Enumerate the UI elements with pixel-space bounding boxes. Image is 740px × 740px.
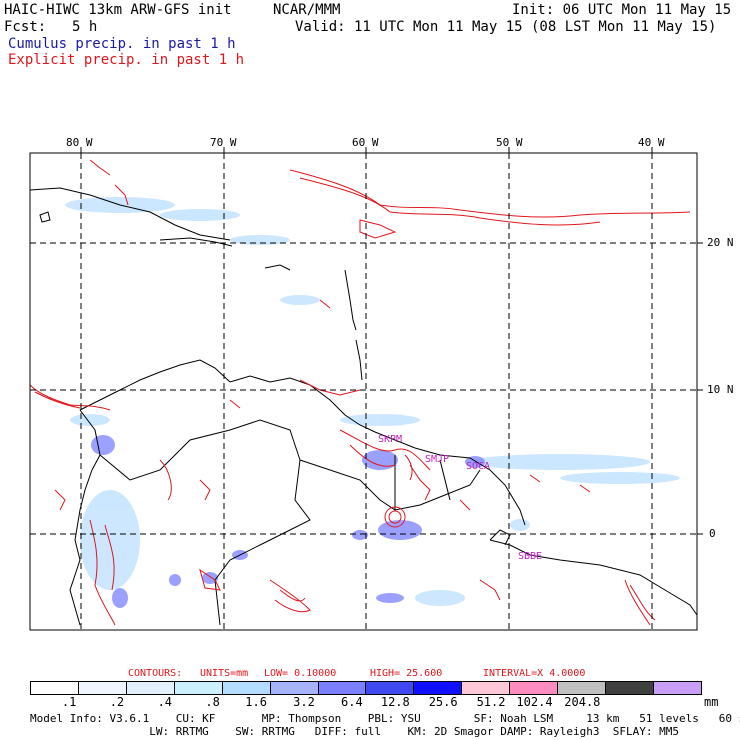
legend-unit: mm xyxy=(704,695,719,709)
forecast-hour: 5 h xyxy=(72,19,98,35)
legend-swatch xyxy=(365,682,414,694)
model-title: HAIC-HIWC 13km ARW-GFS init xyxy=(4,2,232,18)
explicit-precip-contours xyxy=(29,159,691,626)
cumulus-precip-label: Cumulus precip. in past 1 h xyxy=(8,36,236,52)
contour-interval: INTERVAL=X 4.0000 xyxy=(483,668,586,679)
lon-label-60w: 60 W xyxy=(352,136,379,149)
lat-label-10n: 10 N xyxy=(707,383,734,396)
lon-label-40w: 40 W xyxy=(638,136,665,149)
legend-swatch xyxy=(173,682,222,694)
legend-swatch xyxy=(509,682,558,694)
legend-swatch xyxy=(461,682,510,694)
legend-tick-label: 204.8 xyxy=(564,695,601,709)
model-info-line1: Model Info: V3.6.1 CU: KF MP: Thompson P… xyxy=(30,712,740,725)
station-label-smjp: SMJP xyxy=(425,454,450,465)
axis-ticks xyxy=(80,147,703,535)
legend-tick-label: 102.4 xyxy=(516,695,553,709)
legend-swatch xyxy=(125,682,174,694)
lon-label-50w: 50 W xyxy=(496,136,523,149)
legend-swatch xyxy=(413,682,462,694)
legend-labels: .1 .2 .4 .8 1.6 3.2 6.4 12.8 25.6 51.2 102.4 204.8 xyxy=(30,695,700,709)
legend-swatch xyxy=(77,682,126,694)
legend-swatch xyxy=(31,682,78,694)
lon-label-70w: 70 W xyxy=(210,136,237,149)
valid-time: Valid: 11 UTC Mon 11 May 15 (08 LST Mon … xyxy=(295,19,717,35)
legend-swatch xyxy=(557,682,606,694)
legend-tick-label: 6.4 xyxy=(341,695,363,709)
init-time: Init: 06 UTC Mon 11 May 15 xyxy=(512,2,732,18)
cumulus-precip-light xyxy=(65,197,680,606)
legend-tick-label: .1 xyxy=(61,695,77,709)
plot-frame xyxy=(29,152,698,631)
color-legend xyxy=(30,681,702,695)
legend-tick-label: .4 xyxy=(157,695,173,709)
contour-units: UNITS=mm xyxy=(200,668,249,679)
legend-swatch xyxy=(317,682,366,694)
legend-swatch xyxy=(652,682,701,694)
lat-lon-grid xyxy=(30,153,697,630)
forecast-label: Fcst: xyxy=(4,19,47,35)
station-label-skpm: SKPM xyxy=(378,434,403,445)
station-label-sbbe: SBBE xyxy=(518,551,543,562)
legend-tick-label: 12.8 xyxy=(380,695,410,709)
contour-label: CONTOURS: xyxy=(128,668,183,679)
legend-tick-label: 1.6 xyxy=(245,695,267,709)
contour-high: HIGH= 25.600 xyxy=(370,668,443,679)
station-label-soca: SOCA xyxy=(466,461,491,472)
model-info-line2: LW: RRTMG SW: RRTMG DIFF: full KM: 2D Sm… xyxy=(30,725,680,738)
org-label: NCAR/MMM xyxy=(273,2,341,18)
legend-swatch xyxy=(221,682,270,694)
explicit-precip-label: Explicit precip. in past 1 h xyxy=(8,52,245,68)
lat-label-eq: 0 xyxy=(709,527,716,540)
contour-low: LOW= 0.10000 xyxy=(264,668,337,679)
legend-tick-label: 3.2 xyxy=(293,695,315,709)
lon-label-80w: 80 W xyxy=(66,136,93,149)
legend-tick-label: 51.2 xyxy=(476,695,506,709)
lat-label-20n: 20 N xyxy=(707,236,734,249)
legend-tick-label: .2 xyxy=(109,695,125,709)
legend-swatch xyxy=(605,682,653,694)
legend-tick-label: 25.6 xyxy=(428,695,458,709)
legend-swatch xyxy=(269,682,318,694)
legend-tick-label: .8 xyxy=(205,695,220,709)
